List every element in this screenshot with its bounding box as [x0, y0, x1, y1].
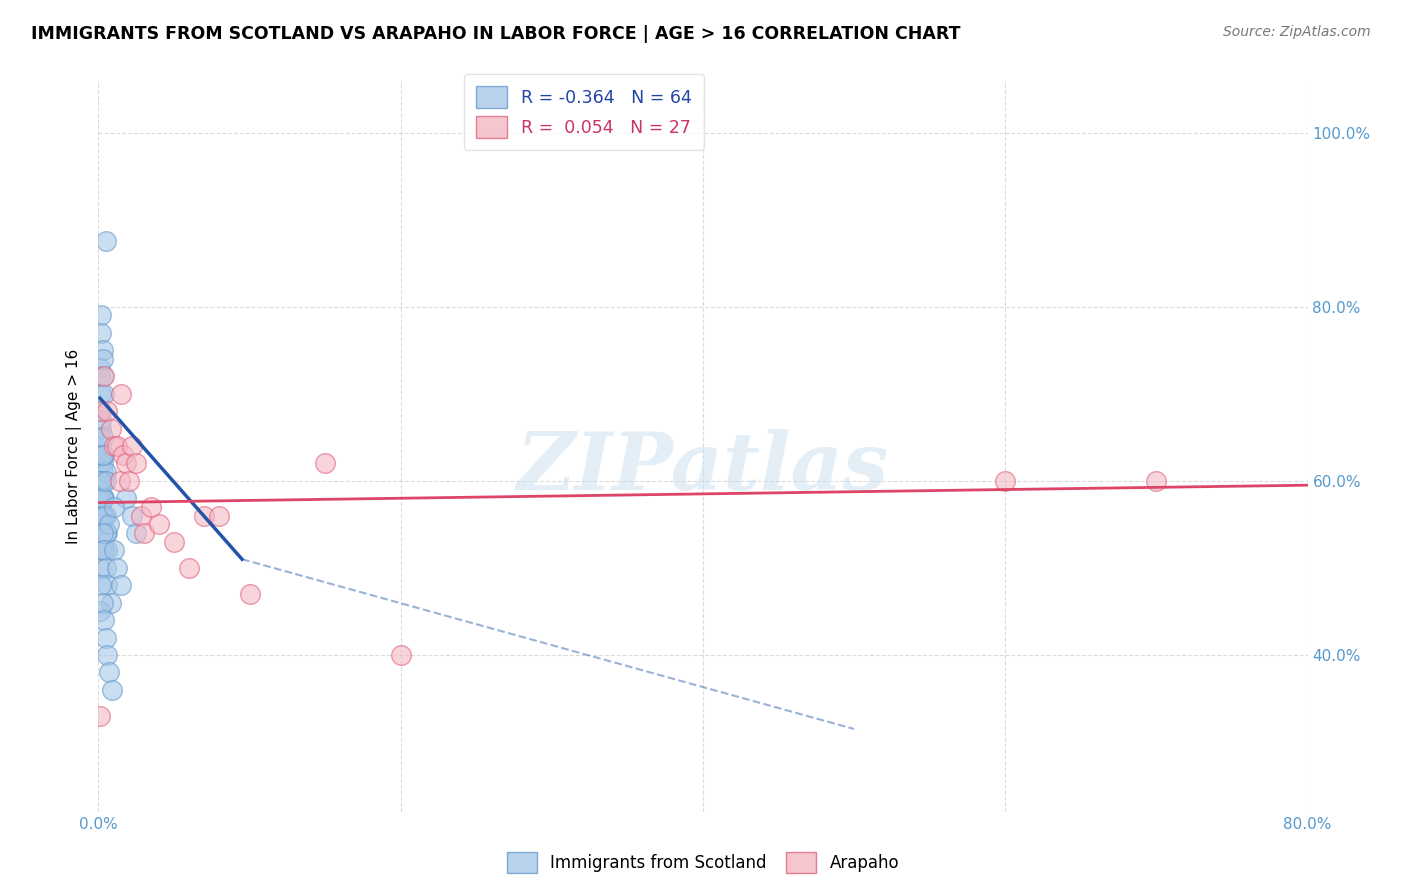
Point	[89, 360, 111, 375]
Point	[105, 561, 128, 575]
Point	[91, 430, 114, 444]
Point	[103, 439, 125, 453]
Point	[93, 474, 115, 488]
Point	[98, 517, 121, 532]
Point	[91, 526, 114, 541]
Point	[91, 457, 114, 471]
Point	[93, 448, 115, 462]
Point	[93, 508, 115, 523]
Point	[103, 500, 125, 514]
Point	[90, 578, 112, 592]
Point	[89, 430, 111, 444]
Point	[101, 682, 124, 697]
Point	[93, 369, 115, 384]
Point	[239, 587, 262, 601]
Text: Source: ZipAtlas.com: Source: ZipAtlas.com	[1223, 25, 1371, 39]
Point	[96, 404, 118, 418]
Point	[89, 483, 111, 497]
Point	[163, 534, 186, 549]
Point	[91, 508, 114, 523]
Point	[994, 474, 1017, 488]
Point	[193, 508, 215, 523]
Point	[121, 439, 143, 453]
Point	[90, 474, 112, 488]
Point	[90, 326, 112, 340]
Legend: Immigrants from Scotland, Arapaho: Immigrants from Scotland, Arapaho	[501, 846, 905, 880]
Point	[89, 517, 111, 532]
Point	[125, 457, 148, 471]
Point	[114, 491, 136, 506]
Point	[96, 543, 118, 558]
Point	[100, 421, 122, 435]
Point	[121, 508, 143, 523]
Point	[111, 448, 134, 462]
Point	[94, 508, 117, 523]
Point	[96, 578, 118, 592]
Point	[90, 439, 112, 453]
Point	[98, 665, 121, 680]
Point	[91, 465, 114, 479]
Point	[91, 448, 114, 462]
Point	[90, 500, 112, 514]
Point	[94, 465, 117, 479]
Point	[314, 457, 336, 471]
Point	[141, 500, 163, 514]
Point	[89, 491, 111, 506]
Point	[93, 386, 115, 401]
Point	[94, 561, 117, 575]
Point	[90, 448, 112, 462]
Point	[89, 604, 111, 618]
Point	[93, 613, 115, 627]
Point	[129, 508, 152, 523]
Point	[114, 457, 136, 471]
Point	[89, 369, 111, 384]
Point	[89, 561, 111, 575]
Point	[96, 648, 118, 662]
Point	[90, 404, 112, 418]
Point	[110, 386, 132, 401]
Point	[90, 543, 112, 558]
Point	[179, 561, 201, 575]
Point	[389, 648, 412, 662]
Point	[108, 474, 131, 488]
Point	[125, 526, 148, 541]
Text: ZIPatlas: ZIPatlas	[517, 429, 889, 507]
Point	[100, 596, 122, 610]
Text: IMMIGRANTS FROM SCOTLAND VS ARAPAHO IN LABOR FORCE | AGE > 16 CORRELATION CHART: IMMIGRANTS FROM SCOTLAND VS ARAPAHO IN L…	[31, 25, 960, 43]
Point	[90, 421, 112, 435]
Point	[148, 517, 170, 532]
Point	[90, 508, 112, 523]
Point	[89, 709, 111, 723]
Point	[94, 631, 117, 645]
Point	[94, 526, 117, 541]
Point	[91, 491, 114, 506]
Point	[132, 526, 155, 541]
Point	[91, 369, 114, 384]
Point	[96, 526, 118, 541]
Legend: R = -0.364   N = 64, R =  0.054   N = 27: R = -0.364 N = 64, R = 0.054 N = 27	[464, 74, 704, 150]
Point	[90, 474, 112, 488]
Point	[94, 474, 117, 488]
Y-axis label: In Labor Force | Age > 16: In Labor Force | Age > 16	[66, 349, 83, 543]
Point	[118, 474, 141, 488]
Point	[90, 309, 112, 323]
Point	[89, 404, 111, 418]
Point	[90, 386, 112, 401]
Point	[91, 596, 114, 610]
Point	[89, 457, 111, 471]
Point	[110, 578, 132, 592]
Point	[91, 351, 114, 366]
Point	[105, 439, 128, 453]
Point	[91, 491, 114, 506]
Point	[1144, 474, 1167, 488]
Point	[91, 343, 114, 358]
Point	[94, 235, 117, 249]
Point	[208, 508, 231, 523]
Point	[103, 543, 125, 558]
Point	[93, 491, 115, 506]
Point	[93, 543, 115, 558]
Point	[90, 413, 112, 427]
